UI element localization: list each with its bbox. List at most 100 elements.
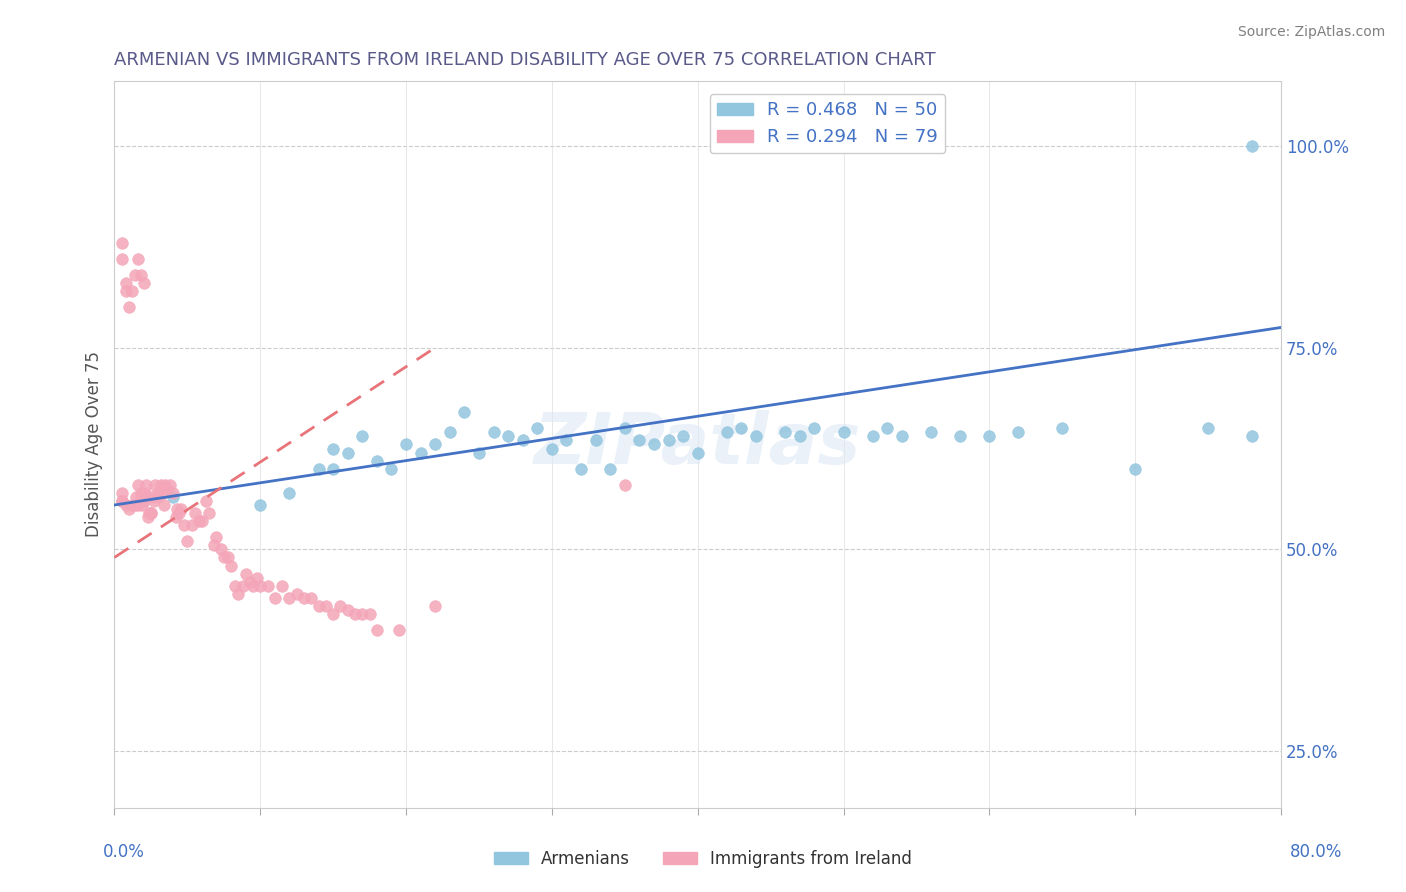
Point (599, 461, 621, 475)
Point (329, 599, 352, 613)
Point (343, 607, 366, 621)
Point (832, 425, 855, 440)
Point (359, 607, 381, 621)
Point (246, 571, 269, 585)
Point (322, 442, 344, 456)
Point (146, 486, 169, 500)
Point (242, 579, 264, 593)
Point (299, 591, 322, 605)
Point (129, 268, 152, 282)
Point (352, 429, 374, 443)
Point (142, 494, 165, 508)
Point (202, 538, 225, 552)
Point (191, 514, 214, 528)
Point (129, 486, 152, 500)
Point (224, 579, 246, 593)
Point (135, 490, 157, 504)
Point (166, 502, 188, 516)
Point (1050, 421, 1073, 435)
Point (150, 478, 173, 492)
Point (135, 478, 157, 492)
Point (496, 429, 519, 443)
Point (1197, 421, 1219, 435)
Point (152, 486, 174, 500)
Point (803, 421, 825, 435)
Point (285, 587, 308, 601)
Point (156, 482, 179, 496)
Point (657, 434, 679, 448)
Point (176, 534, 198, 549)
Point (135, 490, 157, 504)
Point (613, 421, 636, 435)
Point (409, 445, 432, 459)
Point (111, 494, 134, 508)
Point (121, 284, 143, 298)
Point (716, 425, 738, 440)
Point (395, 437, 418, 451)
Point (118, 502, 141, 516)
Point (162, 490, 184, 504)
Point (468, 445, 491, 459)
Point (876, 421, 898, 435)
Point (1123, 461, 1146, 475)
Point (115, 498, 138, 512)
Point (134, 486, 156, 500)
Point (111, 235, 134, 250)
Point (308, 599, 330, 613)
Point (146, 490, 169, 504)
Point (308, 461, 330, 475)
Point (159, 478, 181, 492)
Point (686, 445, 709, 459)
Point (232, 579, 254, 593)
Point (613, 478, 636, 492)
Point (165, 510, 187, 524)
Point (111, 252, 134, 266)
Point (127, 498, 149, 512)
Point (132, 276, 155, 290)
Point (745, 429, 768, 443)
Point (219, 558, 242, 573)
Point (124, 498, 146, 512)
Point (235, 566, 257, 581)
Point (425, 437, 447, 451)
Point (138, 506, 160, 520)
Point (180, 518, 202, 533)
Text: ZIPatlas: ZIPatlas (534, 410, 862, 479)
Point (188, 514, 211, 528)
Point (1240, 429, 1263, 443)
Point (205, 530, 228, 544)
Point (115, 276, 138, 290)
Point (526, 421, 548, 435)
Point (127, 252, 149, 266)
Point (124, 268, 146, 282)
Point (730, 421, 752, 435)
Point (439, 425, 461, 440)
Point (1007, 425, 1029, 440)
Point (263, 591, 285, 605)
Point (388, 623, 411, 637)
Point (239, 574, 262, 589)
Point (228, 587, 250, 601)
Point (315, 599, 337, 613)
Point (569, 461, 592, 475)
Point (278, 591, 301, 605)
Point (195, 494, 218, 508)
Point (121, 498, 143, 512)
Point (920, 425, 942, 440)
Point (271, 579, 294, 593)
Point (111, 486, 134, 500)
Point (249, 498, 271, 512)
Point (131, 498, 153, 512)
Point (198, 506, 221, 520)
Point (212, 550, 235, 565)
Point (136, 510, 159, 524)
Text: Source: ZipAtlas.com: Source: ZipAtlas.com (1237, 25, 1385, 39)
Point (979, 429, 1001, 443)
Point (141, 490, 163, 504)
Text: 80.0%: 80.0% (1291, 843, 1343, 861)
Point (773, 425, 796, 440)
Point (139, 506, 162, 520)
Legend: Armenians, Immigrants from Ireland: Armenians, Immigrants from Ireland (488, 844, 918, 875)
Point (512, 434, 534, 448)
Point (352, 607, 374, 621)
